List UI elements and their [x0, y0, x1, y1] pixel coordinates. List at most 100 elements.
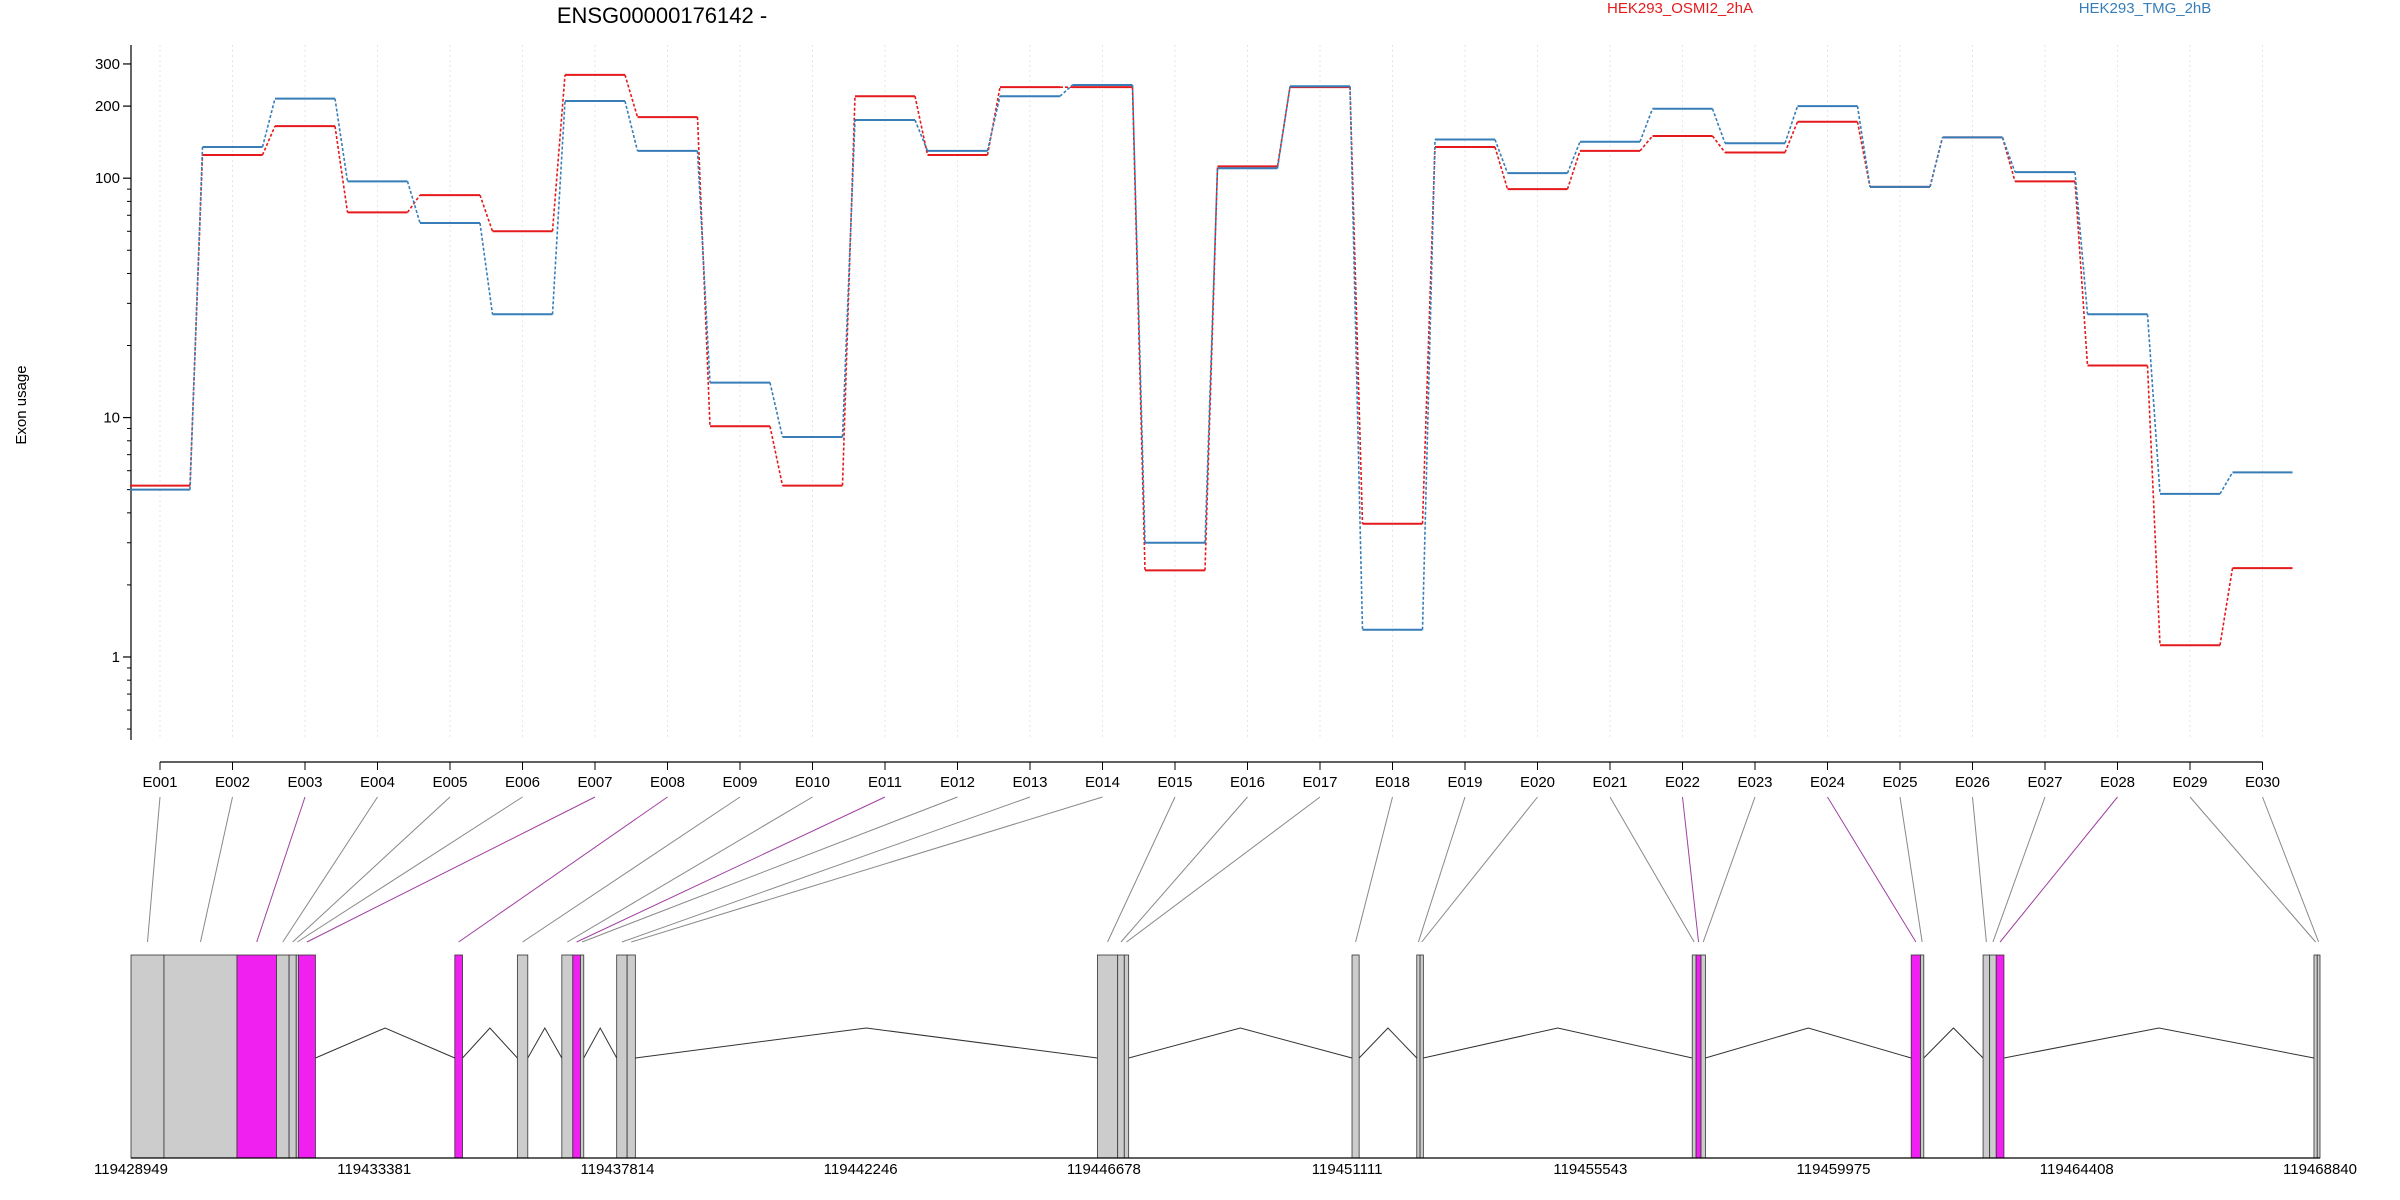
- x-tick-label-E025: E025: [1882, 774, 1917, 791]
- exon-box-E019: [1416, 954, 1421, 1159]
- x-tick-label-E019: E019: [1447, 774, 1482, 791]
- exon-box-E018: [1351, 954, 1360, 1159]
- connector-E020: [1421, 796, 1538, 943]
- y-tick-label: 200: [95, 98, 120, 115]
- genomic-tick-label: 119455543: [1553, 1161, 1627, 1178]
- x-tick-label-E029: E029: [2172, 774, 2207, 791]
- x-tick-label-E017: E017: [1302, 774, 1337, 791]
- intron: [1705, 1027, 1912, 1059]
- connector-E014: [631, 796, 1103, 943]
- series-HEK293_TMG_2hB: [130, 84, 2293, 631]
- exon-box-E030: [2316, 954, 2321, 1159]
- series-HEK293_OSMI2_2hA-link: [1204, 166, 1219, 571]
- x-tick-label-E016: E016: [1230, 774, 1265, 791]
- genomic-axis: 119428949 119433381 119437814 119442246 1194…: [94, 1157, 2357, 1178]
- x-tick-label-E023: E023: [1737, 774, 1772, 791]
- intron: [527, 1026, 563, 1059]
- y-tick-label: 1: [112, 649, 120, 666]
- intron: [315, 1027, 456, 1059]
- connector-E017: [1126, 796, 1321, 943]
- series-HEK293_TMG_2hB-link: [1566, 141, 1581, 174]
- exon-box-E005: [288, 954, 297, 1159]
- exon-box-E028: [1995, 954, 2005, 1159]
- connector-E005: [292, 796, 451, 943]
- series-HEK293_TMG_2hB-link: [2001, 137, 2016, 173]
- exon-box-E004: [276, 954, 290, 1159]
- x-tick-label-E001: E001: [142, 774, 177, 791]
- series-HEK293_TMG_2hB-link: [769, 382, 784, 438]
- connector-E007: [306, 796, 596, 943]
- exon-box-E014: [626, 954, 636, 1159]
- gene-model: [130, 954, 2321, 1159]
- x-tick-label-E009: E009: [722, 774, 757, 791]
- connector-E030: [2262, 796, 2320, 943]
- connector-E010: [567, 796, 813, 943]
- exon-box-E022: [1695, 954, 1702, 1159]
- series-HEK293_OSMI2_2hA-link: [769, 426, 784, 486]
- exon-connector-lines: [146, 796, 2320, 943]
- series-HEK293_TMG_2hB-link: [986, 96, 1001, 152]
- connector-E023: [1702, 796, 1756, 943]
- series-HEK293_TMG_2hB-link: [1204, 168, 1219, 543]
- exon-box-E016: [1117, 954, 1125, 1159]
- connector-E022: [1682, 796, 1700, 943]
- series-HEK293_TMG_2hB-link: [1929, 137, 1944, 188]
- series-HEK293_OSMI2_2hA-link: [1421, 146, 1436, 524]
- series-HEK293_TMG_2hB-link: [479, 222, 494, 315]
- exon-box-E011: [572, 954, 581, 1159]
- series-HEK293_TMG_2hB-link: [406, 181, 421, 224]
- exon-box-E017: [1123, 954, 1130, 1159]
- intron: [462, 1027, 518, 1059]
- x-tick-label-E005: E005: [432, 774, 467, 791]
- connector-E003: [256, 796, 306, 943]
- x-tick-label-E012: E012: [940, 774, 975, 791]
- x-tick-label-E026: E026: [1955, 774, 1990, 791]
- series-HEK293_OSMI2_2hA-link: [334, 125, 349, 213]
- x-tick-label-E006: E006: [505, 774, 540, 791]
- exon-box-E007: [298, 954, 316, 1159]
- series-HEK293_TMG_2hB-link: [696, 150, 711, 383]
- series-HEK293_OSMI2_2hA-link: [261, 125, 276, 156]
- chart-title: ENSG00000176142 -: [557, 3, 767, 28]
- connector-E006: [297, 796, 523, 943]
- exon-box-E029: [2313, 954, 2318, 1159]
- x-tick-label-E028: E028: [2100, 774, 2135, 791]
- exon-box-E002: [163, 954, 238, 1159]
- connector-E001: [146, 796, 161, 943]
- exon-box-E025: [1920, 954, 1925, 1159]
- genomic-tick-label: 119442246: [824, 1161, 898, 1178]
- series-HEK293_OSMI2_2hA-link: [1784, 121, 1799, 153]
- legend-entry-osmi2: HEK293_OSMI2_2hA: [1607, 0, 1753, 17]
- exon-box-E009: [516, 954, 529, 1159]
- series-HEK293_OSMI2_2hA-link: [1639, 135, 1654, 152]
- intron: [1923, 1027, 1984, 1059]
- series-HEK293_TMG_2hB-link: [1784, 105, 1799, 144]
- y-axis-title: Exon usage: [13, 365, 30, 444]
- series-HEK293_TMG_2hB-link: [1059, 84, 1074, 97]
- series-lines: [130, 73, 2293, 647]
- x-tick-label-E030: E030: [2245, 774, 2280, 791]
- genomic-tick-label: 119446678: [1067, 1161, 1141, 1178]
- y-tick-label: 100: [95, 170, 120, 187]
- genomic-tick-label: 119428949: [94, 1161, 168, 1178]
- exon-box-E010: [561, 954, 574, 1159]
- intron: [635, 1027, 1098, 1059]
- x-tick-label-E011: E011: [868, 774, 902, 791]
- series-HEK293_TMG_2hB-link: [1856, 105, 1871, 187]
- exon-box-E021: [1691, 954, 1697, 1159]
- legend-entry-tmg: HEK293_TMG_2hB: [2079, 0, 2212, 17]
- series-HEK293_TMG_2hB-link: [1639, 108, 1654, 143]
- series-HEK293_TMG_2hB-link: [1276, 86, 1291, 169]
- exon-box-E023: [1700, 954, 1706, 1159]
- series-HEK293_TMG_2hB-link: [189, 146, 204, 490]
- x-tick-label-E004: E004: [360, 774, 395, 791]
- exon-box-E020: [1419, 954, 1424, 1159]
- series-HEK293_TMG_2hB-link: [261, 98, 276, 148]
- exon-box-E003: [236, 954, 277, 1159]
- series-HEK293_TMG_2hB-link: [1131, 84, 1146, 543]
- series-HEK293_TMG_2hB-link: [1494, 139, 1509, 174]
- connector-E019: [1417, 796, 1466, 943]
- exon-box-E015: [1096, 954, 1119, 1159]
- exon-box-E013: [616, 954, 628, 1159]
- x-tick-label-E014: E014: [1085, 774, 1120, 791]
